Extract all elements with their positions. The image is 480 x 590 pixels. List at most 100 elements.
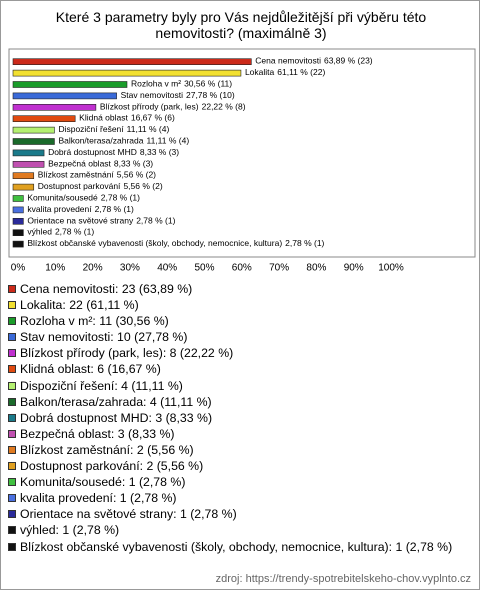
bar-value-label: 61,11 % (22) (277, 67, 325, 77)
bar-category: Rozloha v m² (131, 79, 181, 89)
bar (12, 195, 24, 202)
legend-label: Rozloha v m²: 11 (30,56 %) (20, 314, 169, 329)
legend-swatch (8, 494, 16, 503)
bar-value-label: 5,56 % (2) (123, 181, 162, 191)
source: zdroj: https://trendy-spotrebitelskeho-c… (215, 573, 471, 585)
bar-label: Balkon/terasa/zahrada 11,11 % (4) (58, 136, 189, 146)
bar-label: Klidná oblast 16,67 % (6) (79, 113, 175, 123)
legend-item: Rozloha v m²: 11 (30,56 %) (8, 313, 473, 329)
bar (12, 81, 128, 88)
bar-category: Lokalita (245, 67, 275, 77)
x-tick-label: 40% (157, 263, 177, 274)
bar-category: Blízkost občanské vybavenosti (školy, ob… (27, 238, 282, 248)
bar-value-label: 5,56 % (2) (117, 170, 156, 180)
legend-label: Cena nemovitosti: 23 (63,89 %) (20, 282, 193, 296)
bar-category: Dispoziční řešení (58, 124, 124, 134)
legend-swatch (8, 413, 16, 422)
bar-category: Orientace na světové strany (27, 216, 134, 226)
bar-value-label: 8,33 % (3) (114, 159, 153, 169)
legend-label: Orientace na světové strany: 1 (2,78 %) (20, 507, 237, 522)
bar (12, 172, 35, 179)
bar-label: Bezpečná oblast 8,33 % (3) (48, 159, 153, 169)
x-tick-label: 60% (232, 263, 252, 274)
bar-value-label: 27,78 % (10) (186, 90, 235, 100)
bar-label: Rozloha v m² 30,56 % (11) (131, 79, 232, 89)
bar-label: Blízkost zaměstnání 5,56 % (2) (38, 170, 156, 180)
legend-item: Klidná oblast: 6 (16,67 %) (8, 361, 473, 377)
bar-value-label: 63,89 % (23) (324, 56, 373, 66)
legend-item: výhled: 1 (2,78 %) (8, 522, 473, 538)
legend-swatch (8, 510, 16, 519)
x-tick-label: 10% (45, 263, 65, 274)
legend-swatch (8, 333, 16, 342)
bar (12, 149, 45, 157)
legend-swatch (8, 462, 16, 471)
bar-label: Blízkost přírody (park, les) 22,22 % (8) (100, 102, 246, 112)
bar (12, 69, 242, 77)
bar-value-label: 22,22 % (8) (202, 102, 246, 112)
bar (12, 126, 55, 134)
bar (12, 104, 97, 111)
chart: 0% 10% 20% 30% 40% 50% 60% 70% 80% 90% 100% Cena ne… (8, 48, 476, 274)
bar-label: Lokalita 61,11 % (22) (245, 67, 326, 77)
bar-value-label: 2,78 % (1) (285, 238, 324, 248)
legend-item: Stav nemovitosti: 10 (27,78 %) (8, 329, 473, 345)
legend-swatch (8, 301, 16, 310)
legend-item: Orientace na světové strany: 1 (2,78 %) (8, 506, 473, 522)
legend-label: Bezpečná oblast: 3 (8,33 %) (20, 426, 175, 441)
bar-label: Dispoziční řešení 11,11 % (4) (58, 124, 169, 134)
bar-category: Klidná oblast (79, 113, 128, 123)
bar-category: Komunita/sousedé (27, 193, 98, 203)
bar-label: kvalita provedení 2,78 % (1) (27, 204, 134, 214)
chart-title: Které 3 parametry byly pro Vás nejdůleži… (55, 9, 427, 41)
bar-label: Stav nemovitosti 27,78 % (10) (121, 90, 235, 100)
legend-label: kvalita provedení: 1 (2,78 %) (20, 491, 177, 506)
legend-swatch (8, 429, 16, 438)
legend-label: výhled: 1 (2,78 %) (20, 523, 120, 538)
x-tick-label: 90% (344, 263, 364, 274)
x-tick-label: 20% (83, 263, 103, 274)
legend-item: Cena nemovitosti: 23 (63,89 %) (8, 281, 473, 297)
legend-swatch (8, 445, 16, 454)
legend-item: Dobrá dostupnost MHD: 3 (8,33 %) (8, 410, 473, 426)
bar-category: výhled (27, 227, 52, 237)
bar-category: Cena nemovitosti (255, 56, 321, 66)
bar-label: Dobrá dostupnost MHD 8,33 % (3) (48, 147, 179, 157)
bar-category: Blízkost přírody (park, les) (100, 102, 199, 112)
bar-label: Cena nemovitosti 63,89 % (23) (255, 56, 373, 66)
legend: Cena nemovitosti: 23 (63,89 %) Lokalita: … (8, 281, 473, 555)
x-tick-label: 0% (11, 263, 26, 274)
bar-label: Blízkost občanské vybavenosti (školy, ob… (27, 238, 324, 248)
legend-label: Lokalita: 22 (61,11 %) (20, 298, 139, 313)
legend-label: Balkon/terasa/zahrada: 4 (11,11 %) (20, 394, 212, 409)
legend-item: Blízkost zaměstnání: 2 (5,56 %) (8, 442, 473, 458)
bar-category: kvalita provedení (27, 204, 92, 214)
bar-category: Balkon/terasa/zahrada (58, 136, 143, 146)
bar-category: Dobrá dostupnost MHD (48, 147, 137, 157)
bar-value-label: 2,78 % (1) (101, 193, 140, 203)
legend-item: Blízkost občanské vybavenosti (školy, ob… (8, 539, 473, 555)
bar (12, 58, 252, 66)
legend-label: Dispoziční řešení: 4 (11,11 %) (20, 378, 183, 393)
legend-item: Dispoziční řešení: 4 (11,11 %) (8, 378, 473, 394)
x-tick-label: 30% (120, 263, 140, 274)
legend-item: kvalita provedení: 1 (2,78 %) (8, 490, 473, 506)
bar-category: Bezpečná oblast (48, 159, 111, 169)
legend-swatch (8, 526, 16, 535)
legend-label: Dostupnost parkování: 2 (5,56 %) (20, 459, 204, 474)
bar-category: Blízkost zaměstnání (38, 170, 115, 180)
bar (12, 92, 117, 100)
bar-value-label: 8,33 % (3) (140, 147, 179, 157)
legend-swatch (8, 542, 16, 551)
bar-value-label: 16,67 % (6) (131, 113, 175, 123)
bar (12, 161, 45, 168)
legend-swatch (8, 285, 16, 293)
legend-swatch (8, 349, 16, 358)
legend-label: Blízkost přírody (park, les): 8 (22,22 %… (20, 346, 234, 361)
legend-swatch (8, 381, 16, 390)
legend-label: Komunita/sousedé: 1 (2,78 %) (20, 475, 186, 490)
bar (12, 138, 55, 145)
legend-label: Blízkost zaměstnání: 2 (5,56 %) (20, 442, 194, 457)
legend-item: Lokalita: 22 (61,11 %) (8, 297, 473, 313)
legend-item: Komunita/sousedé: 1 (2,78 %) (8, 474, 473, 490)
